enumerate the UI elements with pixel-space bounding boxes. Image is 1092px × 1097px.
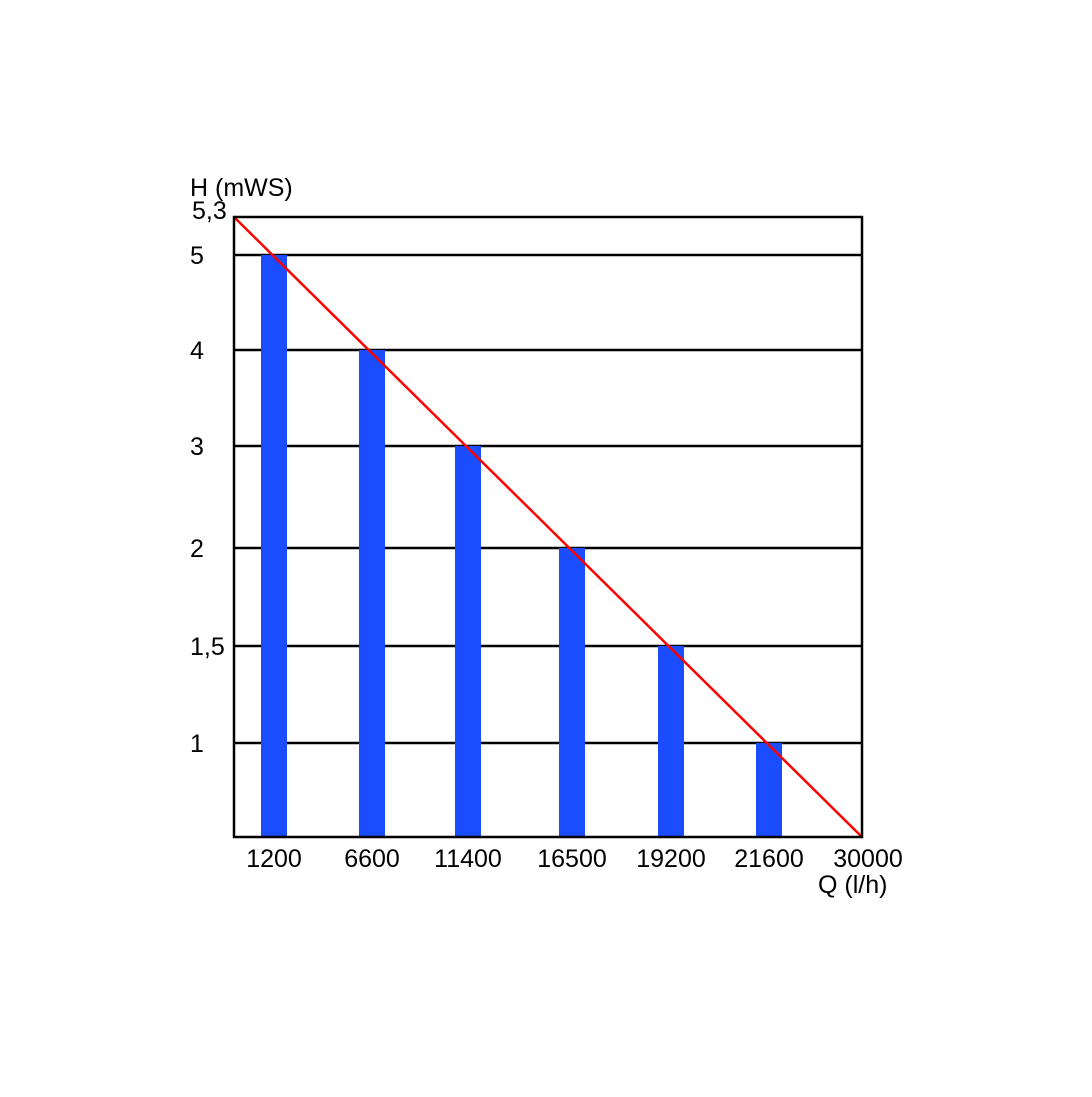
y-tick-label: 1 — [190, 730, 204, 758]
x-tick-label: 16500 — [537, 845, 607, 873]
bar — [658, 646, 684, 837]
y-tick-label: 2 — [190, 535, 204, 563]
y-tick-label: 1,5 — [190, 633, 225, 661]
x-tick-label: 30000 — [833, 845, 903, 873]
plot-frame — [232, 215, 864, 839]
x-tick-label: 1200 — [246, 845, 302, 873]
curve-line — [233, 216, 863, 838]
bar — [455, 446, 481, 837]
y-tick-label: 3 — [190, 433, 204, 461]
y-axis-label: H (mWS) — [190, 174, 293, 202]
y-tick-labels: 5,3 5 4 3 2 1,5 1 — [190, 197, 227, 758]
x-tick-labels: 1200 6600 11400 16500 19200 21600 30000 — [246, 845, 903, 873]
x-tick-label: 11400 — [434, 845, 502, 873]
x-tick-label: 6600 — [344, 845, 400, 873]
bar — [359, 350, 385, 837]
y-tick-label: 5,3 — [192, 197, 227, 225]
bar — [756, 743, 782, 837]
x-axis-label: Q (l/h) — [818, 871, 887, 899]
bar — [261, 255, 287, 837]
bars — [261, 255, 782, 837]
bar — [559, 548, 585, 837]
performance-curve — [233, 216, 863, 838]
x-tick-label: 19200 — [636, 845, 706, 873]
x-tick-label: 21600 — [734, 845, 804, 873]
y-tick-label: 5 — [190, 242, 204, 270]
y-tick-label: 4 — [190, 337, 204, 365]
grid-lines — [234, 253, 862, 745]
